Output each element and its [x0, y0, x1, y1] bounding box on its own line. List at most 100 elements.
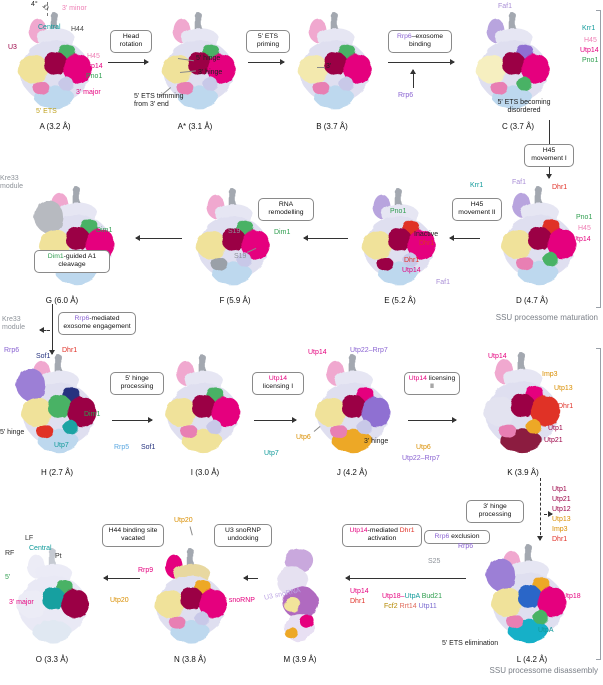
label-B-3-end: 3' [326, 63, 332, 70]
label-L-utp18: Utp18 [562, 593, 581, 600]
label-K-utp14: Utp14 [488, 353, 507, 360]
caption-C: C (3.7 Å) [501, 122, 534, 131]
box-rrp6-exclusion-factor: Rrp6 [434, 533, 450, 540]
label-C-faf1: Faf1 [498, 3, 513, 10]
label-A-central: Central [38, 24, 61, 31]
bracket-disassembly-tick-bottom [596, 659, 600, 660]
arrow-E-to-F [303, 235, 348, 242]
box-utp14-lic2-rest: licensing II [426, 375, 456, 391]
box-dhr1-act-mid: -mediated [367, 527, 400, 534]
box-u3-snornp-undocking: U3 snoRNP undocking [214, 524, 272, 547]
label-released-kre33-module: Kre33 module [2, 316, 25, 332]
label-E-faf1: Faf1 [436, 279, 451, 286]
box-dhr1-act-factor2: Dhr1 [399, 527, 415, 534]
caption-N: N (3.8 Å) [173, 655, 206, 664]
label-H-dim1: Dim1 [84, 411, 101, 418]
label-released-utp20: Utp20 [110, 597, 129, 604]
label-released-utp11: Utp11 [418, 603, 437, 610]
label-D-pno1: Pno1 [576, 214, 593, 221]
arrow-rrp6-joining [410, 69, 417, 88]
label-E-inactive-dhr1: Dhr1 [419, 240, 435, 247]
arrow-M-to-N [243, 575, 258, 582]
box-rna-remodelling: RNA remodelling [258, 198, 314, 221]
label-K-dhr1: Dhr1 [558, 403, 574, 410]
box-h45-movement-2: H45 movement II [452, 198, 502, 221]
label-K-utp13: Utp13 [554, 385, 573, 392]
caption-E: E (5.2 Å) [384, 296, 416, 305]
structure-B [286, 12, 382, 116]
box-dhr1-act-factor1: Utp14 [349, 527, 368, 534]
label-released-rrp5: Rrp5 [114, 444, 130, 451]
arrow-D-to-E [449, 235, 480, 242]
caption-A-star: A* (3.1 Å) [177, 122, 213, 131]
box-rrp6-exosome-engagement: Rrp6-mediated exosome engagement [58, 312, 136, 335]
label-F-dim1: Dim1 [274, 229, 291, 236]
label-released-imp3: Imp3 [552, 526, 568, 533]
label-E-inactive: Inactive [414, 231, 439, 238]
label-F-s19: S19 [234, 253, 247, 260]
structure-G [22, 186, 130, 292]
label-O-3-major: 3' major [9, 599, 34, 606]
arrow-H-to-I [112, 417, 153, 424]
label-D-h45: H45 [578, 225, 591, 232]
label-H-utp7: Utp7 [54, 442, 69, 449]
box-utp14-lic1-rest: licensing I [262, 383, 294, 391]
caption-J: J (4.2 Å) [336, 468, 368, 477]
structure-J [300, 354, 404, 460]
label-A-h45: H45 [87, 53, 100, 60]
label-joining-s19: S19 [228, 228, 241, 235]
label-released-dhr1-k: Dhr1 [552, 536, 568, 543]
label-E-pno1: Pno1 [390, 208, 407, 215]
caption-G: G (6.0 Å) [45, 296, 79, 305]
label-O-5-prime: 5' [5, 574, 11, 581]
caption-A: A (3.2 Å) [39, 122, 71, 131]
box-h45-movement-1: H45 movement I [524, 144, 574, 167]
label-J-utp6: Utp6 [296, 434, 311, 441]
label-released-utp13: Utp13 [552, 516, 571, 523]
label-L-5-ets-elimination: 5' ETS elimination [442, 640, 499, 647]
caption-D: D (4.7 Å) [515, 296, 548, 305]
box-rrp6-exosome-binding: Rrp6–exosome binding [388, 30, 452, 53]
label-J-utp14: Utp14 [308, 349, 327, 356]
bracket-disassembly-tick-top [596, 348, 600, 349]
label-released-utp22-rrp7: Utp22–Rrp7 [402, 455, 440, 462]
arrow-3-hinge-release-branch [544, 511, 553, 518]
label-H-5-hinge: 5' hinge [0, 429, 25, 436]
label-H-dhr1: Dhr1 [62, 347, 78, 354]
label-K-utp1: Utp1 [548, 425, 563, 432]
box-rrp6-engagement-factor: Rrp6 [74, 315, 90, 322]
label-H-sof1: Sof1 [36, 353, 51, 360]
label-E-dhr1: Dhr1 [404, 257, 420, 264]
caption-K: K (3.9 Å) [507, 468, 539, 477]
arrow-B-to-C [388, 59, 455, 66]
label-A-utp14: Utp14 [84, 63, 103, 70]
label-released-utp21: Utp21 [552, 496, 571, 503]
label-joining-s25: S25 [428, 558, 441, 565]
label-released-utpa: UtpA [404, 593, 420, 600]
label-A-star-trimming-note: 5' ETS trimming from 3' end [134, 93, 184, 109]
label-A-5-ets: 5' ETS [36, 108, 57, 115]
box-rrp6-exosome-rest: –exosome binding [409, 33, 444, 49]
arrow-F-to-G [135, 235, 182, 242]
arrow-A-to-A-star [108, 59, 149, 66]
label-released-rrt14: Rrt14 [399, 603, 417, 610]
box-utp14-licensing-1: Utp14 licensing I [252, 372, 304, 395]
rotation-axis-line [47, 2, 48, 16]
bracket-maturation-tick-bottom [596, 307, 600, 308]
label-released-u3-snornp: U3 snoRNP [218, 597, 255, 604]
label-released-dhr1: Dhr1 [350, 598, 366, 605]
box-dim1-a1-cleavage: Dim1-guided A1 cleavage [34, 250, 110, 273]
section-label-maturation: SSU processome maturation [495, 313, 598, 322]
label-N-rrp9: Rrp9 [138, 567, 154, 574]
caption-M: M (3.9 Å) [283, 655, 317, 664]
label-D-dhr1: Dhr1 [552, 184, 568, 191]
label-C-utp14: Utp14 [580, 47, 599, 54]
label-O-lf: LF [25, 535, 34, 542]
box-utp14-lic1-factor: Utp14 [268, 375, 288, 382]
leader-N-utp20 [189, 526, 193, 536]
rotation-arrow-icon: ⟲ [42, 3, 49, 12]
label-C-pno1: Pno1 [582, 57, 599, 64]
box-3-hinge-processing: 3' hinge processing [466, 500, 524, 523]
label-C-h45: H45 [584, 37, 597, 44]
arrow-A-star-to-B [248, 59, 285, 66]
